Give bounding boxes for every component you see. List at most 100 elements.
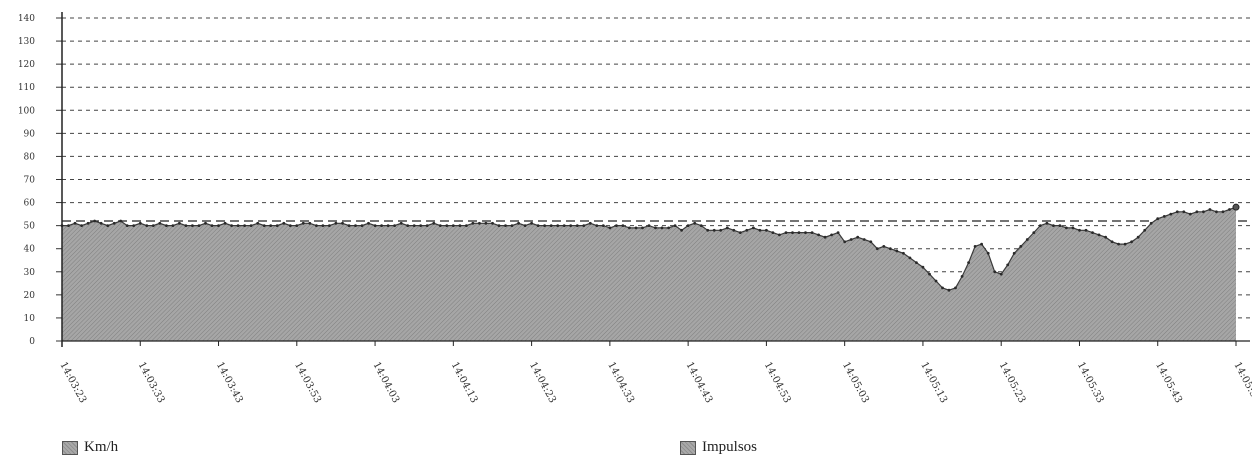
data-point-kmh bbox=[484, 221, 488, 225]
data-point-kmh bbox=[1195, 210, 1199, 214]
data-point-kmh bbox=[869, 240, 873, 244]
data-point-kmh bbox=[941, 286, 944, 290]
data-point-kmh bbox=[465, 224, 468, 228]
data-point-kmh bbox=[1117, 242, 1120, 246]
legend-label-kmh: Km/h bbox=[84, 439, 119, 455]
data-point-kmh bbox=[178, 221, 181, 225]
data-point-kmh bbox=[582, 224, 586, 228]
data-point-kmh bbox=[908, 256, 912, 260]
data-point-kmh bbox=[301, 221, 305, 225]
data-point-kmh bbox=[230, 224, 234, 228]
x-tick-label: 14:04:53 bbox=[762, 360, 793, 405]
data-point-kmh bbox=[497, 224, 501, 228]
data-point-kmh bbox=[106, 224, 110, 228]
data-point-kmh bbox=[549, 224, 553, 228]
data-point-kmh bbox=[562, 224, 566, 228]
data-point-kmh bbox=[556, 224, 560, 228]
data-point-kmh bbox=[99, 221, 103, 225]
data-point-kmh bbox=[810, 231, 814, 235]
data-point-kmh bbox=[1071, 226, 1075, 230]
x-tick-label: 14:03:43 bbox=[214, 360, 245, 405]
data-point-kmh bbox=[1091, 231, 1094, 235]
data-point-kmh bbox=[1104, 235, 1107, 239]
y-tick-label-90: 90 bbox=[24, 129, 36, 139]
data-point-kmh bbox=[491, 221, 494, 225]
data-point-kmh bbox=[928, 272, 931, 276]
y-tick-label-10: 10 bbox=[24, 314, 36, 324]
data-point-kmh bbox=[158, 221, 162, 225]
data-point-kmh bbox=[1136, 235, 1140, 239]
data-point-kmh bbox=[530, 221, 533, 225]
data-point-kmh bbox=[262, 224, 266, 228]
data-point-kmh bbox=[954, 286, 957, 290]
data-point-kmh bbox=[1032, 231, 1036, 235]
data-point-kmh bbox=[1123, 242, 1127, 246]
data-point-kmh bbox=[380, 224, 383, 228]
data-point-kmh bbox=[67, 224, 70, 228]
data-point-kmh bbox=[999, 272, 1003, 276]
data-point-kmh bbox=[451, 224, 455, 228]
data-point-kmh bbox=[680, 228, 683, 232]
x-tick-label: 14:04:03 bbox=[370, 360, 401, 405]
data-point-kmh bbox=[1156, 217, 1160, 221]
data-point-kmh bbox=[275, 224, 279, 228]
data-point-kmh bbox=[249, 224, 253, 228]
legend-swatch-kmh bbox=[62, 440, 78, 455]
data-point-kmh bbox=[93, 219, 96, 223]
data-point-kmh bbox=[588, 221, 592, 225]
data-point-kmh bbox=[823, 235, 827, 239]
data-point-kmh bbox=[1065, 226, 1068, 230]
data-point-kmh bbox=[510, 224, 514, 228]
y-tick-label-80: 80 bbox=[24, 152, 36, 162]
data-point-kmh bbox=[425, 224, 429, 228]
data-point-kmh bbox=[693, 221, 697, 225]
data-point-kmh bbox=[888, 247, 892, 251]
data-point-kmh bbox=[347, 224, 351, 228]
data-point-kmh bbox=[771, 231, 775, 235]
x-tick-label: 14:05:13 bbox=[918, 360, 949, 405]
data-point-kmh bbox=[478, 221, 481, 225]
data-point-kmh bbox=[849, 238, 853, 241]
y-tick-label-30: 30 bbox=[24, 268, 36, 278]
x-tick-label: 14:05:53 bbox=[1231, 360, 1252, 405]
data-point-kmh bbox=[282, 221, 286, 225]
data-point-kmh bbox=[1084, 228, 1088, 232]
data-point-kmh bbox=[601, 224, 605, 228]
data-point-kmh bbox=[406, 224, 410, 228]
data-point-kmh bbox=[360, 224, 364, 228]
data-point-kmh bbox=[778, 233, 781, 237]
data-point-kmh bbox=[732, 228, 736, 232]
data-point-kmh bbox=[947, 288, 951, 292]
x-tick-labels: 14:03:23 14:03:33 14:03:43 14:03:53 14:04:03… bbox=[57, 360, 1252, 405]
data-point-kmh bbox=[145, 224, 149, 228]
data-point-kmh bbox=[1228, 208, 1231, 211]
axes bbox=[56, 12, 1250, 347]
data-point-kmh bbox=[458, 224, 462, 228]
x-tick-label: 14:03:53 bbox=[292, 360, 323, 405]
data-point-kmh bbox=[386, 224, 390, 228]
y-tick-label-0: 0 bbox=[29, 337, 35, 347]
data-point-kmh bbox=[686, 224, 690, 228]
data-point-kmh bbox=[667, 226, 670, 230]
data-point-kmh bbox=[1110, 240, 1114, 244]
data-point-kmh bbox=[80, 224, 83, 228]
y-tick-label-120: 120 bbox=[18, 60, 35, 70]
data-point-kmh bbox=[634, 226, 638, 230]
data-point-kmh bbox=[934, 279, 938, 283]
data-point-kmh bbox=[1078, 228, 1081, 232]
y-tick-label-110: 110 bbox=[18, 83, 35, 93]
data-point-kmh bbox=[1045, 221, 1049, 225]
data-point-kmh bbox=[217, 224, 220, 228]
data-point-kmh bbox=[797, 231, 801, 235]
data-point-kmh bbox=[654, 226, 657, 230]
data-point-kmh bbox=[119, 219, 123, 223]
y-tick-label-130: 130 bbox=[18, 37, 35, 47]
data-point-kmh bbox=[517, 221, 520, 225]
x-tick-label: 14:04:23 bbox=[527, 360, 558, 405]
y-tick-labels: 0 10 20 30 40 50 60 70 80 90 100 110 120 130 140 bbox=[18, 14, 35, 347]
data-point-kmh bbox=[536, 224, 540, 228]
data-point-kmh bbox=[138, 221, 142, 225]
data-point-kmh bbox=[1025, 238, 1029, 241]
data-point-kmh bbox=[791, 231, 794, 235]
data-point-kmh bbox=[1208, 208, 1212, 211]
